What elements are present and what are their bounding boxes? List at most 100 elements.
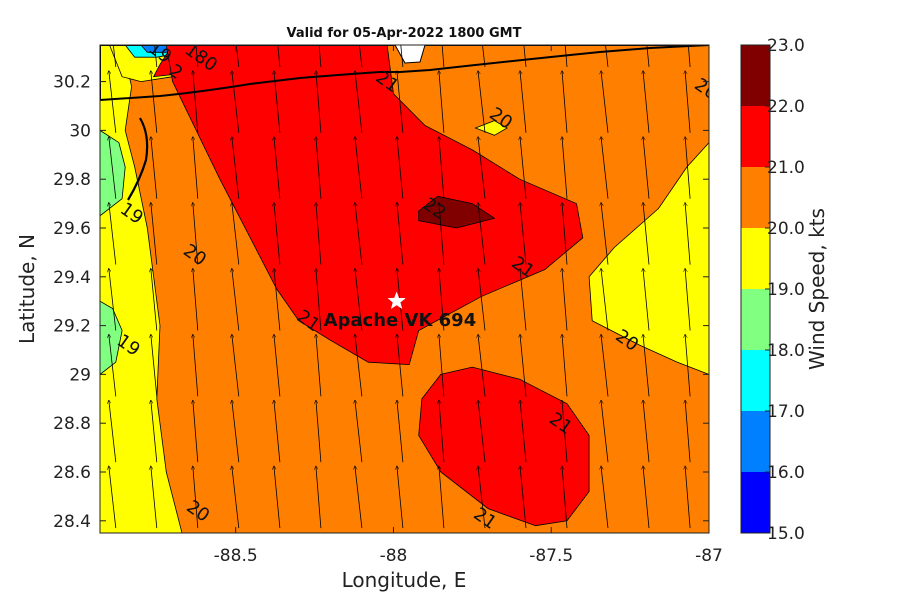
wind-vector-arrow <box>318 45 322 68</box>
wind-vector-arrow <box>109 269 117 331</box>
x-tick-label: -88.5 <box>214 546 258 566</box>
wind-vector-arrow <box>274 334 281 397</box>
y-tick-label: 30 <box>69 121 91 141</box>
wind-vector-arrow <box>109 203 117 265</box>
wind-vector-arrow <box>605 45 609 68</box>
wind-vector-arrow <box>277 45 281 68</box>
wind-vector-arrow <box>523 45 527 68</box>
colorbar-tick-label: 22.0 <box>767 97 805 117</box>
wind-vector-arrow <box>316 203 322 265</box>
wind-vector-arrow <box>643 137 650 199</box>
wind-vector-arrow <box>151 269 158 331</box>
wind-vector-arrow <box>274 71 281 133</box>
wind-vector-arrow <box>359 45 363 68</box>
wind-vector-arrow <box>601 71 609 133</box>
x-axis-label: Longitude, E <box>342 568 467 592</box>
wind-vector-arrow <box>643 400 650 463</box>
wind-vector-arrow <box>520 269 527 331</box>
wind-vector-arrow <box>441 45 445 68</box>
wind-vector-arrow <box>355 466 363 529</box>
wind-vector-arrow <box>439 137 445 199</box>
wind-vector-arrow <box>400 45 404 68</box>
colorbar-swatch <box>741 167 770 228</box>
wind-vector-arrow <box>643 203 650 265</box>
wind-vector-arrow <box>397 71 404 133</box>
y-axis-label: Latitude, N <box>15 234 39 344</box>
wind-vector-arrow <box>193 203 199 265</box>
wind-vector-arrow <box>232 400 240 463</box>
wind-vector-arrow <box>109 334 117 397</box>
wind-vector-arrow <box>685 137 691 199</box>
wind-vector-arrow <box>562 269 568 331</box>
coast-line-north <box>100 45 709 102</box>
wind-vector-arrow <box>562 334 568 397</box>
wind-vector-arrow <box>397 203 404 265</box>
wind-vector-arrow <box>478 400 486 463</box>
colorbar-tick-label: 23.0 <box>767 36 805 56</box>
wind-vector-arrow <box>274 269 281 331</box>
wind-vector-arrow <box>601 466 609 529</box>
wind-vector-arrow <box>151 466 158 529</box>
wind-vector-arrow <box>685 334 691 397</box>
wind-vector-arrow <box>601 400 609 463</box>
wind-vector-arrow <box>193 334 199 397</box>
wind-vector-arrow <box>109 400 117 463</box>
y-tick-label: 28.4 <box>53 512 91 532</box>
wind-vector-arrow <box>601 269 609 331</box>
wind-vector-arrow <box>397 137 404 199</box>
x-tick-label: -88 <box>380 546 408 566</box>
wind-vector-arrow <box>355 334 363 397</box>
wind-vector-arrow <box>274 137 281 199</box>
wind-vector-arrow <box>232 137 240 199</box>
wind-vector-arrow <box>397 400 404 463</box>
wind-vector-arrow <box>562 137 568 199</box>
wind-vector-arrow <box>685 71 691 133</box>
station-star <box>387 291 406 310</box>
wind-vector-arrow <box>151 334 158 397</box>
colorbar-swatch <box>741 472 770 533</box>
colorbar: 15.0 16.0 17.0 18.0 19.0 20.0 21.0 22.0 23.0 <box>740 36 805 544</box>
wind-vector-arrow <box>520 203 527 265</box>
wind-vector-arrow <box>195 45 199 68</box>
wind-vector-arrow <box>478 334 486 397</box>
wind-vector-arrow <box>439 334 445 397</box>
y-axis: 28.4 28.6 28.8 29 29.2 29.4 29.6 29.8 30 30.2 <box>53 73 709 532</box>
wind-vector-arrow <box>520 137 527 199</box>
contour-region-band-21-22-central <box>165 45 584 366</box>
wind-vector-arrow <box>397 466 404 529</box>
wind-vector-arrow <box>154 45 158 68</box>
colorbar-tick-label: 16.0 <box>767 463 805 483</box>
wind-vector-arrow <box>685 400 691 463</box>
wind-vector-arrow <box>232 334 240 397</box>
wind-vector-arrow <box>355 269 363 331</box>
wind-vector-arrow <box>109 466 117 529</box>
wind-vector-arrow <box>439 466 445 529</box>
wind-vector-arrow <box>193 137 199 199</box>
wind-vector-arrow <box>646 45 650 68</box>
y-tick-label: 28.8 <box>53 414 91 434</box>
contour-region-band-21-22-south <box>418 366 590 527</box>
wind-vector-arrow <box>355 203 363 265</box>
wind-vector-arrow <box>562 466 568 529</box>
wind-vector-arrow <box>193 466 199 529</box>
x-tick-label: -87.5 <box>529 546 573 566</box>
wind-vector-arrow <box>112 45 117 68</box>
wind-vector-arrow <box>232 269 240 331</box>
y-tick-label: 29.6 <box>53 219 91 239</box>
colorbar-tick-label: 15.0 <box>767 524 805 544</box>
colorbar-tick-label: 18.0 <box>767 341 805 361</box>
wind-vector-arrow <box>151 71 158 133</box>
wind-vector-arrow <box>478 269 486 331</box>
wind-vector-arrow <box>643 71 650 133</box>
wind-vector-arrow <box>601 334 609 397</box>
wind-vector-arrow <box>685 203 691 265</box>
wind-vector-arrow <box>151 137 158 199</box>
colorbar-tick-label: 21.0 <box>767 158 805 178</box>
wind-vector-arrow <box>274 466 281 529</box>
wind-vector-arrow <box>439 269 445 331</box>
colorbar-tick-label: 19.0 <box>767 280 805 300</box>
colorbar-swatch <box>741 106 770 167</box>
wind-vector-arrow <box>687 45 691 68</box>
wind-vector-arrow <box>685 466 691 529</box>
